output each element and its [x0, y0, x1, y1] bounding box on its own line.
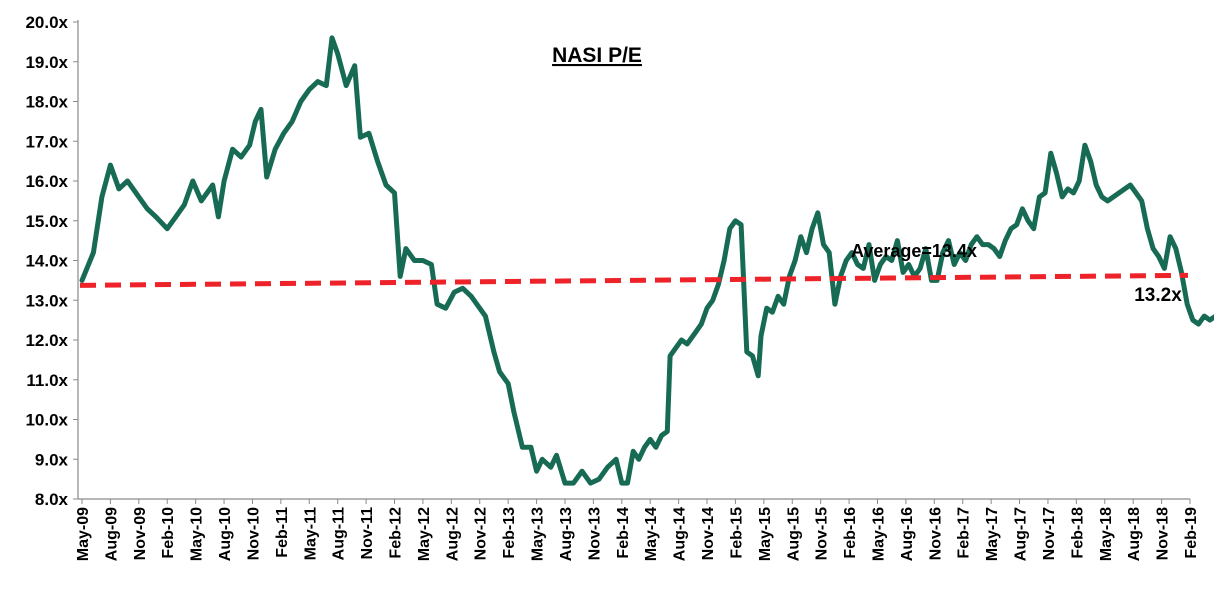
y-tick-label: 19.0x: [25, 53, 68, 72]
x-tick-label: Feb-18: [1069, 507, 1086, 559]
x-tick-label: Feb-11: [274, 507, 291, 558]
x-tick-label: May-12: [416, 507, 433, 561]
x-tick-label: Aug-14: [672, 507, 689, 561]
x-tick-label: Aug-11: [331, 507, 348, 560]
x-tick-label: May-13: [530, 507, 547, 561]
x-tick-label: May-18: [1098, 507, 1115, 561]
x-tick-label: Nov-13: [586, 507, 603, 560]
x-tick-label: Nov-15: [814, 507, 831, 560]
y-tick-label: 9.0x: [35, 450, 69, 469]
last-value-label: 13.2x: [1134, 285, 1182, 306]
x-tick-label: Nov-16: [927, 507, 944, 560]
x-tick-label: May-16: [870, 507, 887, 561]
x-axis-tick-labels: May-09 Aug-09 Nov-09 Feb-10 May-10 Aug-10 Nov-…: [75, 499, 1200, 561]
x-tick-label: Aug-12: [444, 507, 461, 561]
x-tick-label: Feb-17: [956, 507, 973, 559]
x-tick-label: May-10: [189, 507, 206, 561]
x-tick-label: Aug-10: [217, 507, 234, 561]
x-tick-label: Nov-14: [700, 507, 717, 560]
y-tick-label: 17.0x: [25, 132, 68, 151]
x-tick-label: May-09: [75, 507, 92, 561]
x-tick-label: Aug-18: [1126, 507, 1143, 561]
x-tick-label: Nov-18: [1155, 507, 1172, 560]
y-tick-label: 20.0x: [25, 13, 68, 32]
x-tick-label: Nov-17: [1041, 507, 1058, 560]
average-label: Average=13.4x: [851, 241, 977, 261]
x-tick-label: Aug-15: [785, 507, 802, 561]
y-tick-label: 8.0x: [35, 490, 69, 509]
chart-title: NASI P/E: [552, 44, 642, 67]
x-tick-label: Feb-16: [842, 507, 859, 559]
x-tick-label: May-11: [302, 507, 319, 560]
x-tick-label: Nov-12: [473, 507, 490, 560]
x-tick-label: Aug-17: [1013, 507, 1030, 561]
x-tick-label: Nov-10: [245, 507, 262, 560]
y-axis-tick-labels: 8.0x 9.0x 10.0x 11.0x 12.0x 13.0x 14.0x 15.0x 16…: [25, 13, 78, 509]
x-tick-label: May-14: [643, 507, 660, 561]
average-line: [79, 272, 1189, 288]
x-tick-label: Feb-13: [501, 507, 518, 559]
y-tick-label: 18.0x: [25, 93, 68, 112]
y-tick-label: 16.0x: [25, 172, 68, 191]
y-tick-label: 10.0x: [25, 411, 68, 430]
x-tick-label: Feb-19: [1183, 507, 1200, 559]
y-tick-label: 11.0x: [26, 371, 68, 390]
pe-series-line: [79, 35, 1214, 486]
x-tick-label: Aug-09: [103, 507, 120, 561]
y-tick-label: 15.0x: [25, 212, 68, 231]
x-tick-label: Feb-14: [615, 507, 632, 559]
x-tick-label: Nov-11: [359, 507, 376, 560]
y-tick-label: 13.0x: [25, 291, 68, 310]
x-tick-label: Nov-09: [132, 507, 149, 560]
series-group: [79, 35, 1214, 486]
x-tick-label: Aug-16: [899, 507, 916, 561]
x-tick-label: Feb-10: [160, 507, 177, 559]
x-tick-label: May-15: [757, 507, 774, 561]
y-tick-label: 12.0x: [25, 331, 68, 350]
x-tick-label: Feb-12: [388, 507, 405, 559]
x-tick-label: Aug-13: [558, 507, 575, 561]
x-tick-label: May-17: [984, 507, 1001, 561]
y-tick-label: 14.0x: [25, 252, 68, 271]
x-tick-label: Feb-15: [728, 507, 745, 559]
